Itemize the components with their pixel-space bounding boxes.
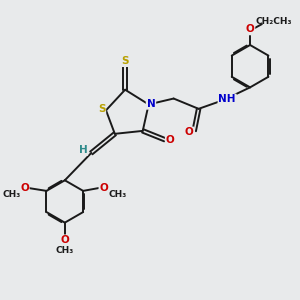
Text: H: H <box>79 145 87 155</box>
Text: NH: NH <box>218 94 236 104</box>
Text: S: S <box>122 56 129 66</box>
Text: CH₂CH₃: CH₂CH₃ <box>255 17 292 26</box>
Text: O: O <box>166 135 175 145</box>
Text: CH₃: CH₃ <box>2 190 20 199</box>
Text: O: O <box>184 128 193 137</box>
Text: N: N <box>147 99 155 109</box>
Text: O: O <box>20 183 29 193</box>
Text: O: O <box>60 235 69 245</box>
Text: CH₃: CH₃ <box>56 246 74 255</box>
Text: O: O <box>99 183 108 193</box>
Text: O: O <box>246 24 254 34</box>
Text: CH₃: CH₃ <box>108 190 127 199</box>
Text: S: S <box>98 104 105 114</box>
